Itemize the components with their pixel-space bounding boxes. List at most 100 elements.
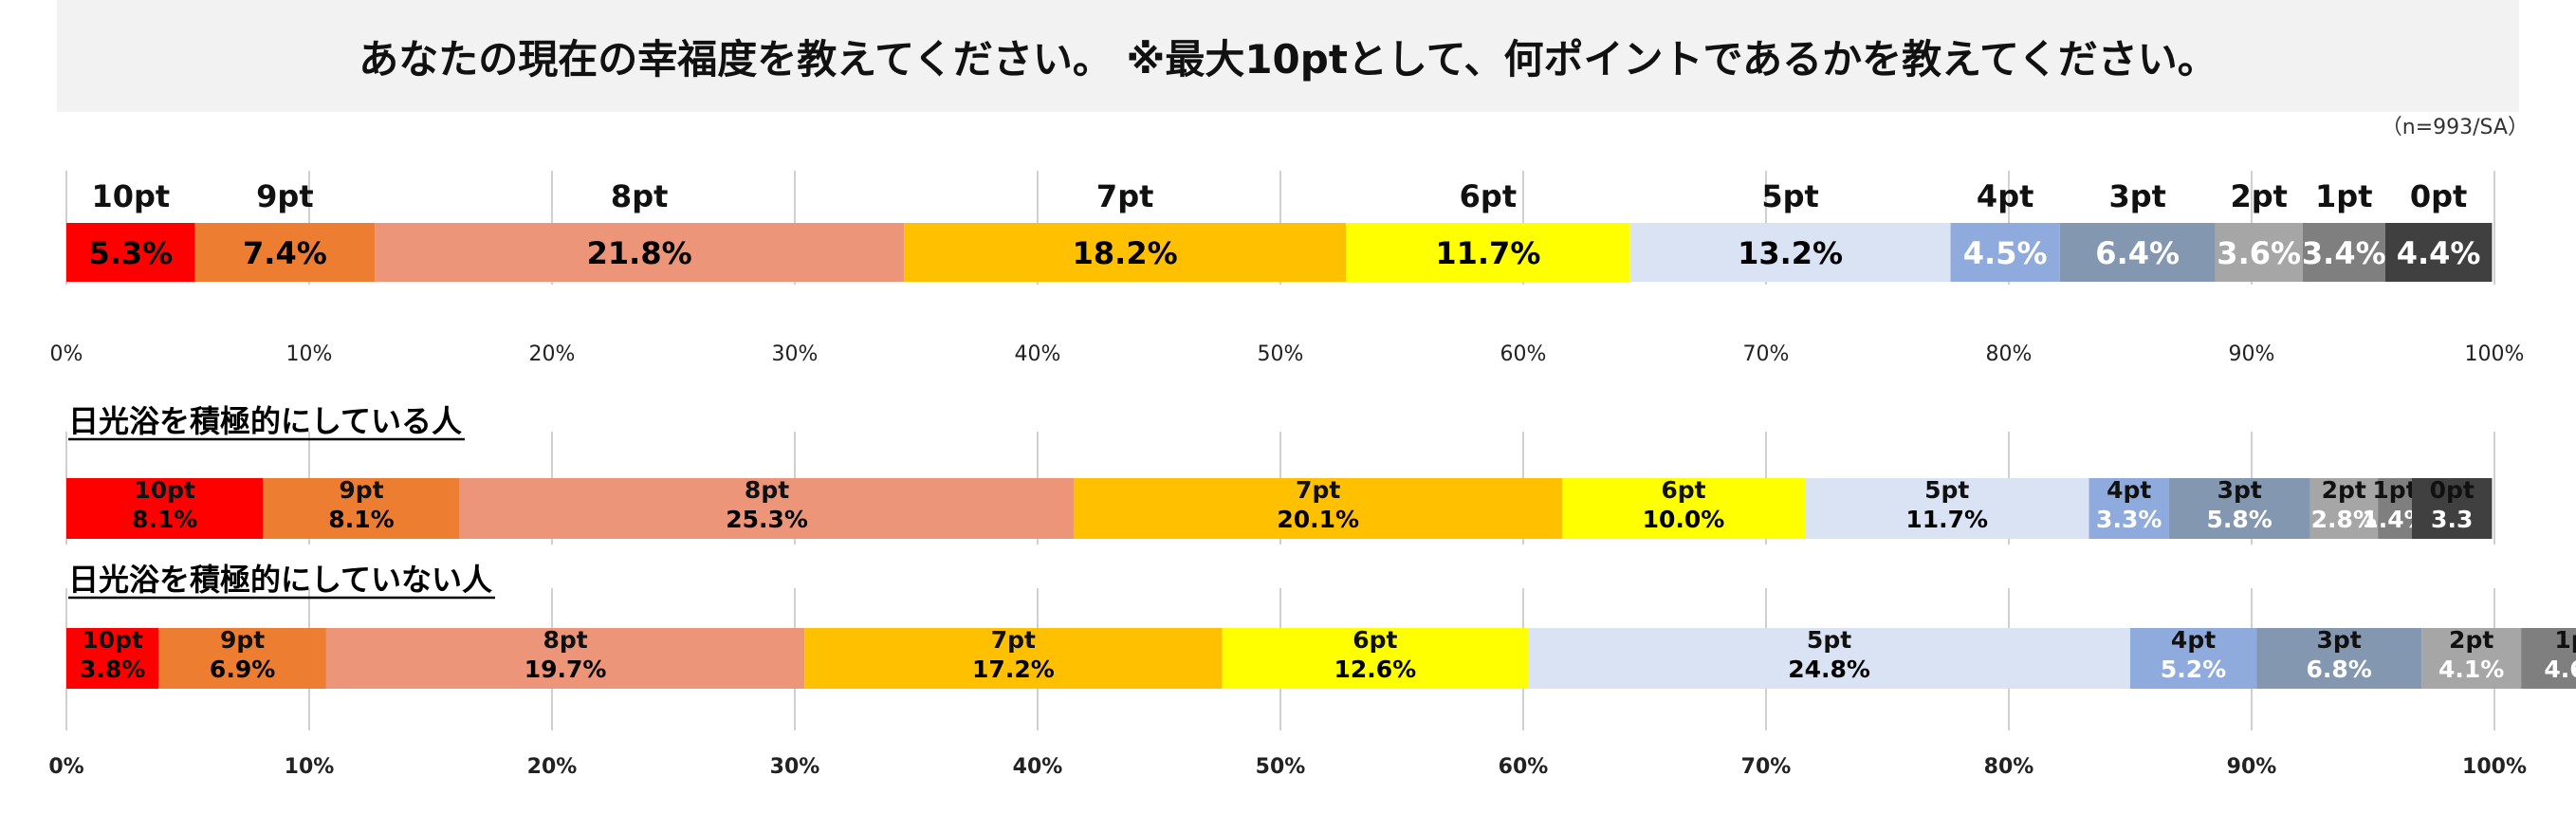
data-label: 12.6%	[1334, 656, 1416, 683]
category-label: 3pt	[2108, 178, 2165, 214]
data-label: 3.3%	[2096, 506, 2162, 533]
bar-segment-3pt	[2059, 223, 2216, 282]
axis-tick-label: 50%	[1258, 342, 1304, 366]
category-label: 8pt	[611, 178, 668, 214]
data-label: 4.6%	[2544, 656, 2576, 683]
bar-segment-1pt	[2378, 478, 2412, 539]
data-label: 25.3%	[726, 506, 808, 533]
category-label: 2pt	[2322, 476, 2366, 504]
axis-tick-label: 70%	[1741, 755, 1792, 779]
data-label: 6.8%	[2306, 656, 2371, 683]
category-label: 6pt	[1460, 178, 1517, 214]
data-label: 8.1%	[132, 506, 197, 533]
chart-title: あなたの現在の幸福度を教えてください。 ※最大10ptとして、何ポイントであるか…	[359, 35, 2217, 83]
category-label: 1pt	[2372, 476, 2417, 504]
data-label: 3.3	[2431, 506, 2473, 533]
bar-segment-6pt	[1222, 628, 1529, 689]
category-label: 4pt	[2107, 476, 2151, 504]
data-label: 24.8%	[1788, 656, 1870, 683]
bar-segment-9pt	[263, 478, 460, 539]
category-label: 4pt	[1977, 178, 2033, 214]
bar-segment-1pt	[2302, 223, 2385, 282]
axis-tick-label: 90%	[2229, 342, 2275, 366]
category-label: 0pt	[2410, 178, 2467, 214]
category-label: 10pt	[134, 476, 195, 504]
data-label: 5.2%	[2161, 656, 2226, 683]
axis-tick-label: 0%	[48, 755, 83, 779]
data-label: 18.2%	[1073, 235, 1178, 271]
bar-segment-8pt	[375, 223, 905, 282]
category-label: 7pt	[991, 626, 1036, 654]
category-label: 6pt	[1352, 626, 1397, 654]
category-label: 5pt	[1924, 476, 1969, 504]
bar-segment-7pt	[1074, 478, 1562, 539]
category-label: 1pt	[2315, 178, 2372, 214]
category-label: 2pt	[2449, 626, 2493, 654]
axis-tick-label: 60%	[1499, 755, 1549, 779]
bar-segment-2pt	[2309, 478, 2379, 539]
axis-tick-label: 100%	[2462, 755, 2527, 779]
data-label: 13.2%	[1738, 235, 1843, 271]
sample-size-note: （n=993/SA）	[2381, 116, 2529, 139]
data-label: 11.7%	[1435, 235, 1540, 271]
category-label: 8pt	[745, 476, 789, 504]
category-label: 4pt	[2171, 626, 2216, 654]
bar-segment-10pt	[66, 628, 159, 689]
category-label: 1pt	[2554, 626, 2576, 654]
data-label: 4.4%	[2397, 235, 2481, 271]
bar-segment-9pt	[158, 628, 326, 689]
bar-segment-0pt	[2384, 223, 2493, 282]
bar-segment-8pt	[459, 478, 1075, 539]
data-label: 5.3%	[88, 235, 173, 271]
category-label: 10pt	[82, 626, 143, 654]
category-label: 3pt	[2317, 626, 2362, 654]
bar-segment-1pt	[2521, 628, 2576, 689]
axis-tick-label: 30%	[770, 755, 820, 779]
category-label: 7pt	[1296, 476, 1340, 504]
axis-tick-label: 30%	[772, 342, 819, 366]
category-label: 9pt	[220, 626, 265, 654]
bar-segment-9pt	[194, 223, 376, 282]
section-label: 日光浴を積極的にしていない人	[68, 562, 492, 598]
bar-segment-3pt	[2168, 478, 2310, 539]
axis-tick-label: 60%	[1500, 342, 1547, 366]
data-label: 4.5%	[1963, 235, 2048, 271]
data-label: 6.9%	[210, 656, 275, 683]
axis-tick-label: 70%	[1743, 342, 1790, 366]
category-label: 0pt	[2430, 476, 2475, 504]
bar-segment-10pt	[66, 478, 264, 539]
axis-tick-label: 90%	[2227, 755, 2277, 779]
axis-tick-label: 100%	[2465, 342, 2525, 366]
bar-segment-5pt	[1629, 223, 1951, 282]
section-label: 日光浴を積極的にしている人	[68, 403, 462, 439]
category-label: 6pt	[1661, 476, 1705, 504]
bar-segment-5pt	[1528, 628, 2130, 689]
data-label: 19.7%	[524, 656, 607, 683]
bar-segment-0pt	[2411, 478, 2493, 539]
axis-tick-label: 80%	[1984, 755, 2034, 779]
axis-tick-label: 20%	[529, 342, 576, 366]
category-label: 9pt	[256, 178, 313, 214]
data-label: 4.1%	[2438, 656, 2504, 683]
bar-segment-6pt	[1346, 223, 1630, 282]
axis-tick-label: 80%	[1986, 342, 2033, 366]
category-label: 10pt	[91, 178, 170, 214]
data-label: 3.6%	[2217, 235, 2301, 271]
category-label: 9pt	[339, 476, 383, 504]
bar-segment-2pt	[2215, 223, 2303, 282]
category-label: 2pt	[2230, 178, 2287, 214]
bar-segment-7pt	[804, 628, 1223, 689]
axis-tick-label: 20%	[527, 755, 578, 779]
category-label: 8pt	[543, 626, 587, 654]
axis-tick-label: 40%	[1015, 342, 1061, 366]
data-label: 8.1%	[328, 506, 394, 533]
data-label: 5.8%	[2207, 506, 2272, 533]
bar-segment-2pt	[2421, 628, 2522, 689]
bar-segment-8pt	[325, 628, 805, 689]
data-label: 3.8%	[80, 656, 145, 683]
category-label: 5pt	[1761, 178, 1818, 214]
chart-title-box: あなたの現在の幸福度を教えてください。 ※最大10ptとして、何ポイントであるか…	[57, 0, 2519, 112]
bar-segment-6pt	[1561, 478, 1805, 539]
axis-tick-label: 10%	[286, 342, 333, 366]
